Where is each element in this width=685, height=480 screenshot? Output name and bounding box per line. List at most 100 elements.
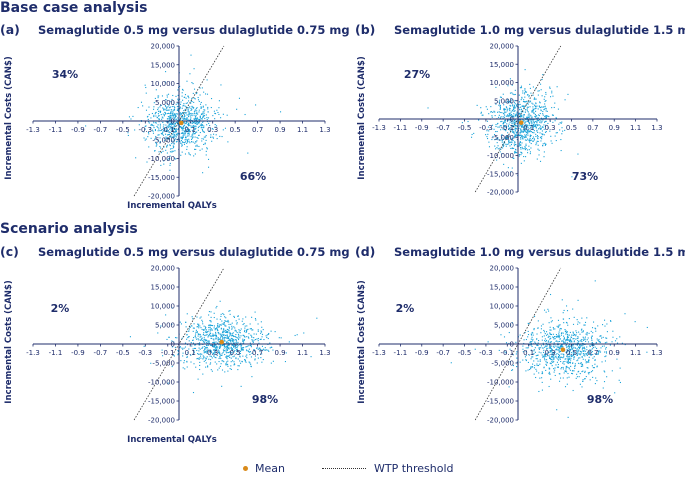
scatter-point bbox=[522, 351, 524, 353]
scatter-point bbox=[222, 331, 224, 334]
scatter-point bbox=[575, 338, 577, 340]
scatter-point bbox=[234, 347, 236, 349]
scatter-point bbox=[182, 126, 184, 128]
scatter-point bbox=[558, 331, 560, 333]
scatter-point bbox=[525, 126, 527, 128]
scatter-point bbox=[214, 112, 216, 114]
scatter-point bbox=[544, 125, 546, 128]
scatter-point bbox=[591, 327, 594, 329]
scatter-point bbox=[173, 143, 175, 145]
scatter-point bbox=[536, 120, 538, 122]
scatter-point bbox=[522, 119, 524, 121]
scatter-point bbox=[208, 340, 210, 342]
scatter-point bbox=[183, 360, 185, 362]
scatter-point bbox=[553, 342, 555, 344]
scatter-point bbox=[256, 338, 258, 340]
scatter-point bbox=[537, 90, 539, 92]
scatter-point bbox=[528, 354, 530, 356]
scatter-point bbox=[503, 126, 505, 128]
scatter-point bbox=[154, 129, 157, 132]
scatter-point bbox=[511, 84, 513, 86]
scatter-point bbox=[533, 138, 535, 140]
scatter-point bbox=[206, 79, 208, 81]
scatter-point bbox=[520, 152, 522, 154]
scatter-point bbox=[526, 119, 528, 121]
scatter-point bbox=[505, 342, 508, 344]
scatter-point bbox=[558, 351, 560, 353]
scatter-point bbox=[159, 127, 161, 129]
scatter-point bbox=[572, 338, 574, 340]
scatter-point bbox=[581, 386, 583, 388]
scatter-point bbox=[579, 333, 581, 335]
scatter-point bbox=[145, 86, 147, 89]
scatter-point bbox=[524, 130, 526, 132]
scatter-point bbox=[510, 120, 513, 122]
scatter-point bbox=[560, 328, 562, 330]
scatter-point bbox=[215, 125, 218, 127]
scatter-point bbox=[195, 122, 197, 124]
scatter-point bbox=[529, 100, 532, 102]
scatter-point bbox=[159, 106, 161, 108]
scatter-point bbox=[219, 338, 221, 340]
scatter-point bbox=[172, 131, 174, 133]
scatter-point bbox=[535, 124, 537, 126]
scatter-point bbox=[550, 329, 552, 331]
scatter-point bbox=[565, 358, 567, 360]
scatter-point bbox=[577, 336, 579, 338]
scatter-point bbox=[535, 358, 537, 360]
quadrant-percent-lower-right: 98% bbox=[587, 393, 613, 406]
scatter-point bbox=[186, 313, 188, 315]
scatter-point bbox=[606, 337, 608, 339]
scatter-point bbox=[155, 142, 157, 144]
scatter-point bbox=[230, 337, 232, 339]
scatter-point bbox=[171, 147, 173, 150]
x-tick-label: 0.5 bbox=[230, 349, 241, 357]
scatter-point bbox=[538, 115, 541, 117]
scatter-point bbox=[193, 97, 195, 99]
scatter-point bbox=[508, 141, 510, 143]
scatter-point bbox=[554, 356, 556, 358]
scatter-point bbox=[600, 347, 602, 349]
scatter-point bbox=[185, 112, 187, 114]
scatter-point bbox=[225, 364, 227, 366]
scatter-point bbox=[176, 337, 178, 339]
scatter-point bbox=[198, 324, 200, 326]
scatter-point bbox=[559, 327, 561, 330]
y-tick-label: 10,000 bbox=[490, 79, 515, 87]
scatter-point bbox=[159, 142, 161, 144]
scatter-point bbox=[160, 152, 162, 154]
y-tick-label: -10,000 bbox=[148, 379, 175, 387]
scatter-point bbox=[218, 326, 220, 328]
scatter-point bbox=[222, 352, 224, 354]
scatter-point bbox=[204, 348, 206, 350]
scatter-point bbox=[209, 328, 211, 330]
scatter-point bbox=[202, 105, 204, 107]
scatter-point bbox=[533, 109, 535, 111]
scatter-point bbox=[599, 350, 601, 352]
scatter-points bbox=[427, 65, 579, 178]
scatter-point bbox=[543, 156, 545, 158]
scatter-point bbox=[587, 361, 589, 363]
scatter-point bbox=[514, 110, 516, 112]
scatter-point bbox=[251, 352, 253, 354]
scatter-point bbox=[208, 122, 210, 124]
scatter-point bbox=[202, 355, 204, 357]
scatter-point bbox=[179, 98, 181, 100]
scatter-point bbox=[591, 342, 593, 344]
scatter-point bbox=[177, 350, 180, 352]
scatter-point bbox=[541, 138, 543, 140]
scatter-point bbox=[504, 110, 506, 112]
scatter-point bbox=[187, 107, 189, 109]
scatter-point bbox=[246, 349, 248, 351]
scatter-point bbox=[199, 348, 201, 350]
scatter-point bbox=[508, 139, 510, 141]
scatter-point bbox=[187, 128, 189, 131]
scatter-point bbox=[590, 330, 592, 332]
scatter-point bbox=[182, 105, 184, 107]
scatter-point bbox=[509, 105, 511, 107]
scatter-point bbox=[165, 109, 167, 111]
scatter-point bbox=[148, 133, 150, 135]
wtp-line-icon bbox=[322, 468, 366, 469]
scatter-point bbox=[187, 352, 189, 354]
scatter-point bbox=[530, 366, 533, 368]
